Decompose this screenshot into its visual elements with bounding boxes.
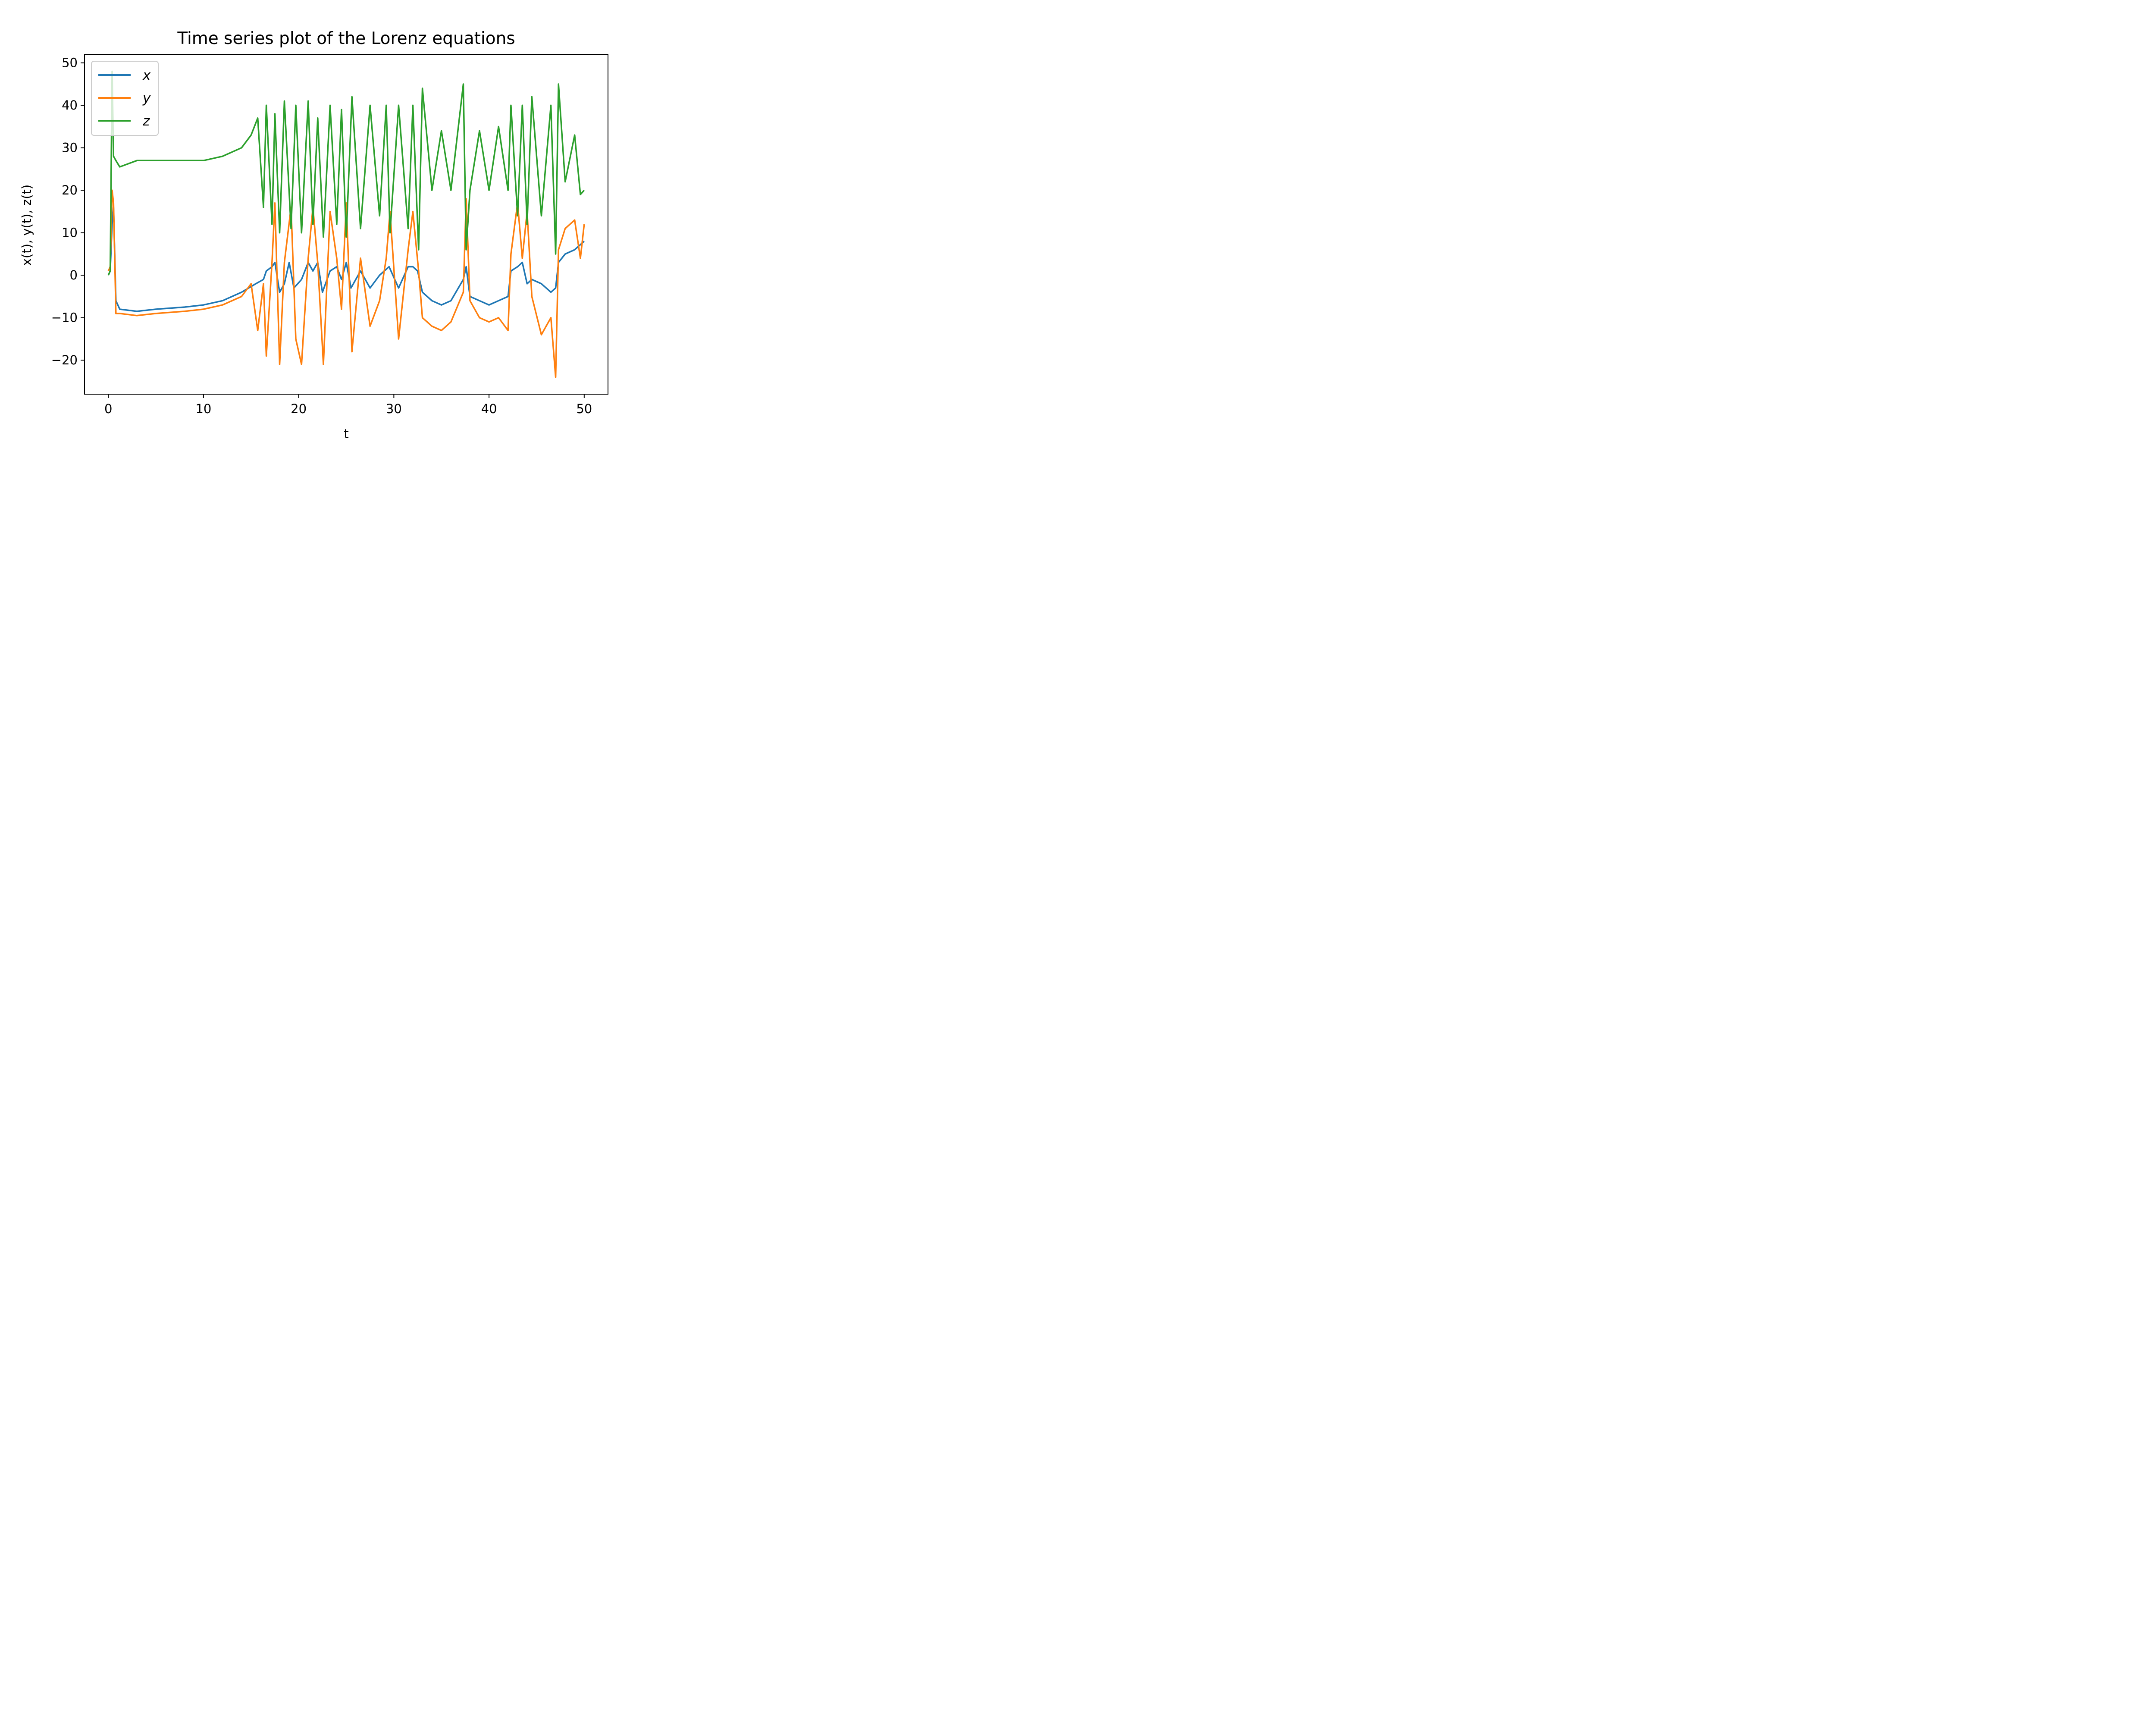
legend-label-z: z xyxy=(142,113,150,129)
y-tick-label: 10 xyxy=(62,226,78,240)
x-tick-label: 50 xyxy=(576,401,592,416)
y-tick-label: −10 xyxy=(51,310,78,325)
series-line-x xyxy=(107,206,585,312)
series-line-z xyxy=(107,70,585,276)
series-line-y xyxy=(107,189,585,378)
x-tick-label: 30 xyxy=(386,401,402,416)
y-tick-label: 50 xyxy=(62,56,78,70)
y-tick-label: 0 xyxy=(70,268,78,282)
x-axis-label: t xyxy=(344,427,348,441)
series-layer xyxy=(107,70,585,378)
x-tick-label: 40 xyxy=(481,401,497,416)
x-tick-label: 20 xyxy=(291,401,307,416)
x-tick-label: 10 xyxy=(195,401,211,416)
y-tick-label: 30 xyxy=(62,141,78,155)
y-tick-label: 40 xyxy=(62,98,78,113)
y-axis-label: x(t), y(t), z(t) xyxy=(19,185,34,266)
lorenz-time-series-chart: Time series plot of the Lorenz equations… xyxy=(19,29,608,441)
legend-entries: xyz xyxy=(98,68,151,129)
y-tick-label: −20 xyxy=(51,353,78,367)
chart-title: Time series plot of the Lorenz equations xyxy=(177,29,515,48)
legend-label-y: y xyxy=(142,91,151,106)
ticks-layer: 0 10 20 30 40 50 −20 −10 0 10 20 30 40 50 xyxy=(51,56,592,416)
legend-label-x: x xyxy=(142,68,151,83)
x-tick-label: 0 xyxy=(104,401,112,416)
plot-area-frame xyxy=(84,54,608,395)
legend: xyz xyxy=(91,61,159,136)
y-tick-label: 20 xyxy=(62,183,78,198)
